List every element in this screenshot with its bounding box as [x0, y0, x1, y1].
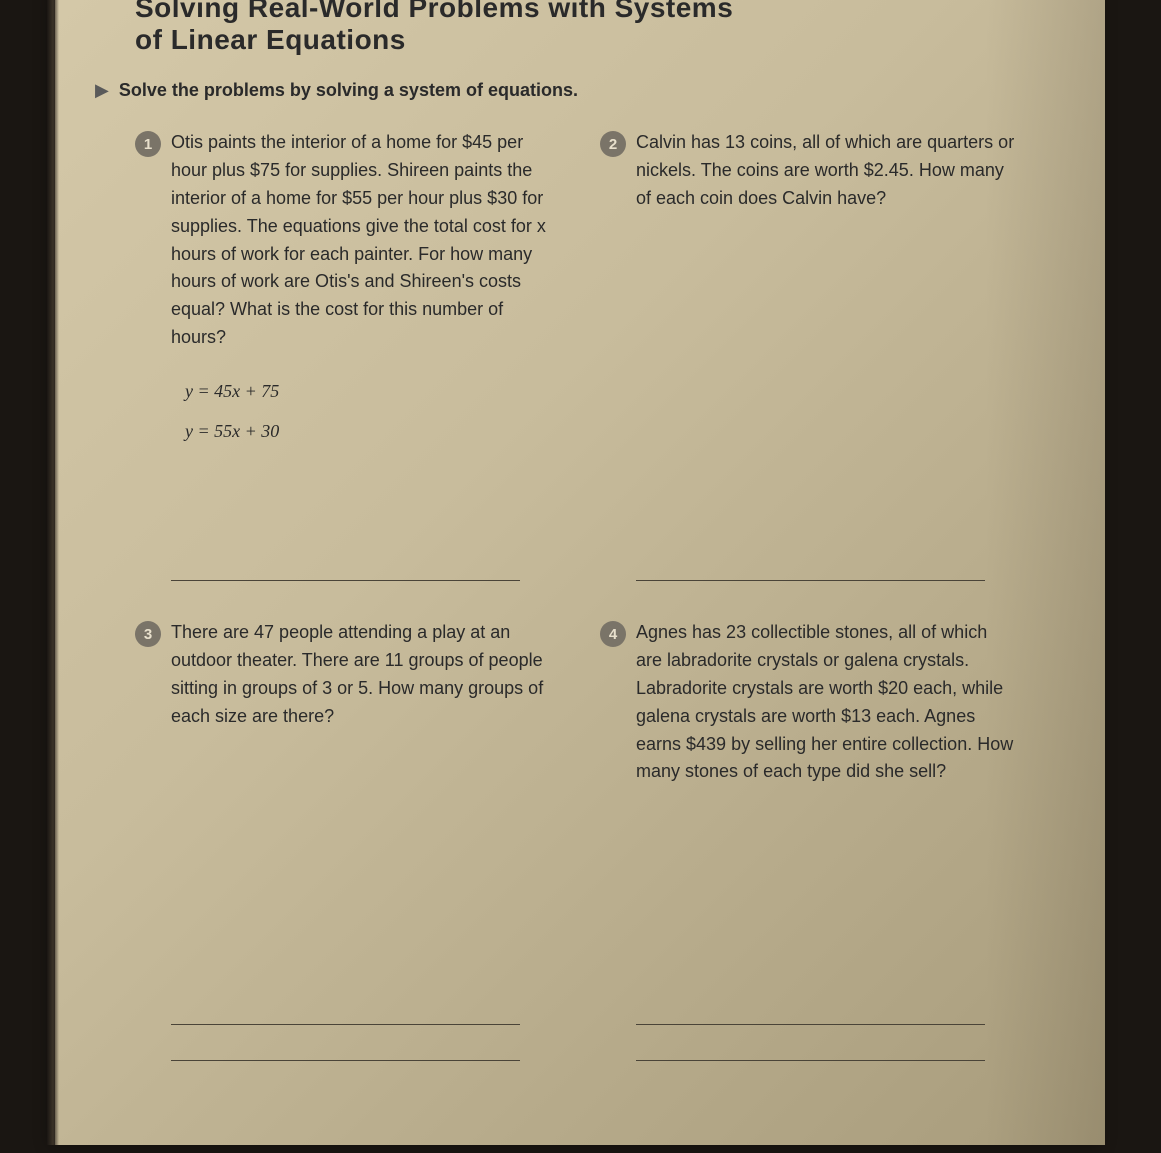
- lesson-title-line1: Solving Real-World Problems with Systems: [135, 0, 1015, 24]
- answer-line[interactable]: [636, 1033, 985, 1061]
- problem-text: There are 47 people attending a play at …: [171, 619, 550, 731]
- instruction-arrow-icon: ▶: [95, 80, 109, 101]
- problem-3: 3 There are 47 people attending a play a…: [135, 619, 550, 1069]
- answer-line[interactable]: [171, 1033, 520, 1061]
- equation-line: y = 45x + 75: [185, 372, 550, 412]
- problem-number-badge: 2: [600, 131, 626, 157]
- problem-header: 3 There are 47 people attending a play a…: [135, 619, 550, 731]
- worksheet-page: Solving Real-World Problems with Systems…: [55, 0, 1105, 1145]
- equation-line: y = 55x + 30: [185, 412, 550, 452]
- answer-area: [636, 523, 1015, 589]
- answer-line[interactable]: [636, 997, 985, 1025]
- problem-number-badge: 4: [600, 621, 626, 647]
- answer-area: [636, 967, 1015, 1069]
- answer-line[interactable]: [171, 997, 520, 1025]
- answer-area: [171, 523, 550, 589]
- answer-line[interactable]: [171, 553, 520, 581]
- answer-line[interactable]: [636, 553, 985, 581]
- lesson-title-line2: of Linear Equations: [135, 24, 1015, 56]
- problems-grid: 1 Otis paints the interior of a home for…: [135, 129, 1015, 1069]
- problem-4: 4 Agnes has 23 collectible stones, all o…: [600, 619, 1015, 1069]
- problem-2: 2 Calvin has 13 coins, all of which are …: [600, 129, 1015, 589]
- problem-equations: y = 45x + 75 y = 55x + 30: [185, 372, 550, 451]
- problem-text: Otis paints the interior of a home for $…: [171, 129, 550, 352]
- problem-1: 1 Otis paints the interior of a home for…: [135, 129, 550, 589]
- problem-header: 2 Calvin has 13 coins, all of which are …: [600, 129, 1015, 213]
- problem-header: 1 Otis paints the interior of a home for…: [135, 129, 550, 352]
- answer-area: [171, 967, 550, 1069]
- problem-number-badge: 3: [135, 621, 161, 647]
- problem-number-badge: 1: [135, 131, 161, 157]
- problem-header: 4 Agnes has 23 collectible stones, all o…: [600, 619, 1015, 786]
- instruction-row: ▶ Solve the problems by solving a system…: [95, 80, 1015, 101]
- instruction-text: Solve the problems by solving a system o…: [119, 80, 578, 101]
- problem-text: Calvin has 13 coins, all of which are qu…: [636, 129, 1015, 213]
- problem-text: Agnes has 23 collectible stones, all of …: [636, 619, 1015, 786]
